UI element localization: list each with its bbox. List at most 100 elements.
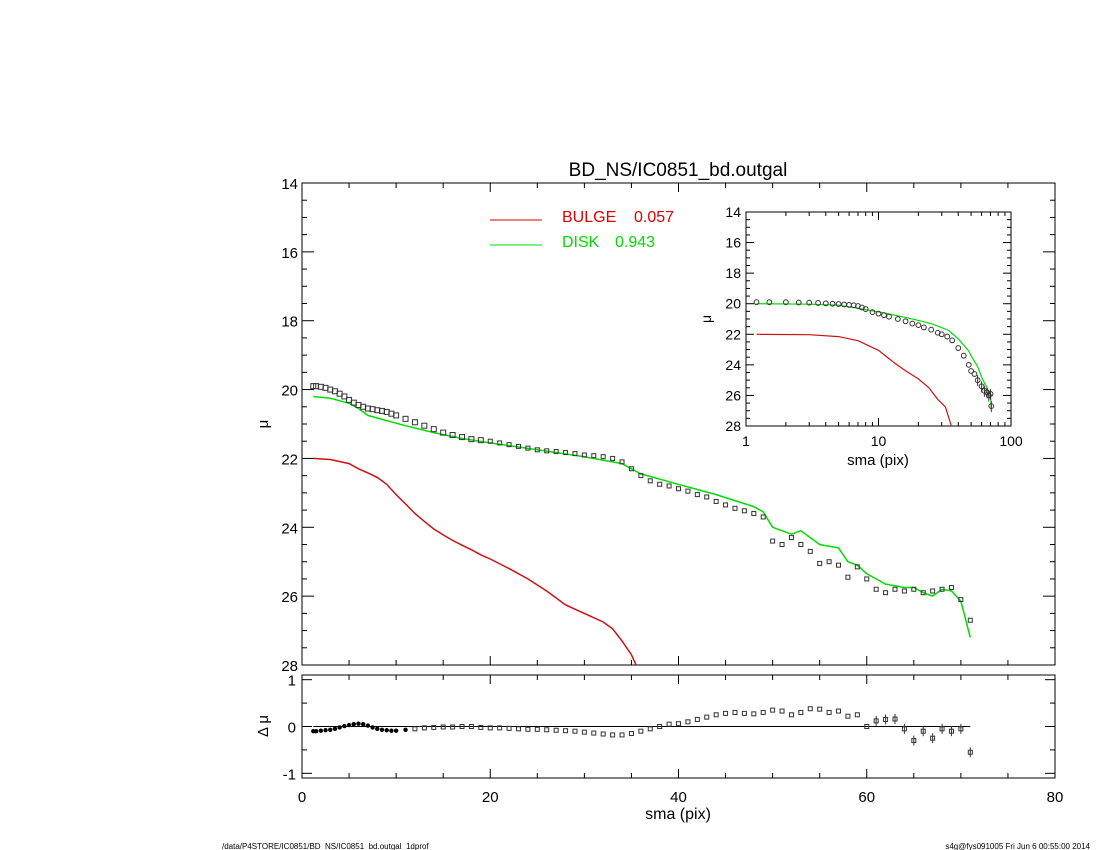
residual-data-point xyxy=(468,724,474,729)
inset-data-point xyxy=(974,377,981,384)
main-data-point xyxy=(854,564,860,570)
residual-data-point xyxy=(920,728,926,734)
residual-data-point xyxy=(360,721,366,727)
main-data-point xyxy=(967,617,973,623)
residual-data-point xyxy=(389,728,394,733)
residual-data-point xyxy=(788,712,794,718)
main-data-point xyxy=(760,514,766,520)
main-y-tick-label: 18 xyxy=(281,314,298,331)
inset-x-axis-label: sma (pix) xyxy=(847,452,909,469)
inset-data-point xyxy=(829,300,836,307)
main-data-point xyxy=(836,562,842,568)
residual-data-point xyxy=(779,708,785,714)
main-y-tick-label: 28 xyxy=(281,658,298,675)
residual-panel: Δ μ sma (pix) 0 20 40 60 80-101 xyxy=(255,673,1063,823)
inset-data-point xyxy=(984,389,990,396)
main-data-point xyxy=(826,559,832,565)
residual-data-point xyxy=(544,727,550,733)
residual-data-point xyxy=(826,709,832,715)
inset-data-point xyxy=(909,320,916,327)
inset-x-tick-label: 1 xyxy=(742,433,750,449)
inset-data-point xyxy=(806,299,813,306)
main-data-point xyxy=(487,438,493,444)
inset-data-point xyxy=(881,312,887,319)
residual-data-point xyxy=(873,718,879,724)
main-data-point xyxy=(497,440,503,446)
residual-data-point xyxy=(751,711,757,717)
main-data-point xyxy=(930,588,936,594)
inset-series xyxy=(753,299,995,427)
residual-data-point xyxy=(365,723,371,728)
residual-data-point xyxy=(770,707,776,713)
residual-data-point xyxy=(346,722,352,728)
residual-data-point xyxy=(864,724,870,729)
residual-data-point xyxy=(525,726,531,732)
inset-data-point xyxy=(886,313,892,320)
inset-x-tick-label: 100 xyxy=(999,433,1023,449)
main-data-point xyxy=(515,443,521,449)
inset-data-point xyxy=(968,368,975,374)
main-data-point xyxy=(666,483,672,489)
main-data-point xyxy=(449,432,456,439)
residual-x-tick-label: 40 xyxy=(670,789,687,806)
residual-data-point xyxy=(553,727,559,733)
residual-data-point xyxy=(403,727,408,732)
residual-tick-labels: 0 20 40 60 80-101 xyxy=(283,673,1064,806)
inset-data-point xyxy=(862,306,869,312)
residual-data-point xyxy=(487,725,493,731)
residual-y-tick-label: 0 xyxy=(288,720,296,737)
inset-data-point xyxy=(815,300,821,306)
residual-data-point xyxy=(930,735,936,741)
legend-bulge-value: 0.057 xyxy=(634,209,674,226)
main-data-point xyxy=(430,426,437,433)
main-y-tick-label: 26 xyxy=(281,589,298,606)
main-data-point xyxy=(657,481,663,487)
inset-y-tick-label: 22 xyxy=(725,326,741,342)
inset-data-point xyxy=(955,345,962,351)
residual-data-point xyxy=(713,712,719,718)
inset-data-point xyxy=(835,301,842,307)
inset-y-tick-label: 24 xyxy=(725,357,741,373)
residual-x-tick-label: 20 xyxy=(482,789,499,806)
main-data-point xyxy=(845,574,851,580)
main-data-point xyxy=(864,576,870,582)
residual-data-point xyxy=(375,726,380,732)
main-data-point xyxy=(591,453,597,459)
inset-data-point xyxy=(985,392,992,399)
residual-x-axis-label: sma (pix) xyxy=(645,806,711,823)
main-data-point xyxy=(948,585,954,591)
inset-tick-labels: 1 10 100 14 16 18 20 22 24 26 28 xyxy=(725,204,1022,449)
residual-data-point xyxy=(723,710,729,716)
residual-data-point xyxy=(328,727,333,732)
residual-data-point xyxy=(600,731,606,737)
legend: BULGE 0.057 DISK 0.943 xyxy=(490,209,674,251)
residual-data-point xyxy=(506,725,512,731)
residual-data-point xyxy=(393,728,399,733)
residual-data-point xyxy=(845,713,851,719)
residual-data-point xyxy=(534,726,540,732)
main-ticks xyxy=(301,182,1056,666)
residual-data-point xyxy=(676,721,681,727)
main-panel: BD_NS/IC0851_bd.outgal μ 14 16 18 20 22 24 26 2… xyxy=(255,160,1056,675)
legend-disk-label: DISK xyxy=(562,234,600,251)
residual-data-point xyxy=(760,709,766,715)
main-data-point xyxy=(421,422,428,429)
main-data-point xyxy=(685,488,691,494)
residual-data-point xyxy=(450,724,456,730)
main-data-point xyxy=(563,450,569,456)
main-data-point xyxy=(525,445,531,451)
main-data-point xyxy=(647,478,653,484)
main-data-point xyxy=(788,535,794,541)
inset-data-point xyxy=(988,403,995,410)
main-data-point xyxy=(704,494,710,500)
main-data-point xyxy=(817,560,823,566)
main-data-point xyxy=(751,511,757,517)
main-series-disk-line xyxy=(313,395,972,638)
inset-data-point xyxy=(782,299,789,306)
residual-data-point xyxy=(412,726,418,732)
footer-file-path: /data/P4STORE/IC0851/BD_NS/IC0851_bd.out… xyxy=(222,842,429,850)
inset-data-point xyxy=(949,337,956,344)
residual-data-point xyxy=(911,738,917,744)
inset-data-point xyxy=(894,316,901,322)
